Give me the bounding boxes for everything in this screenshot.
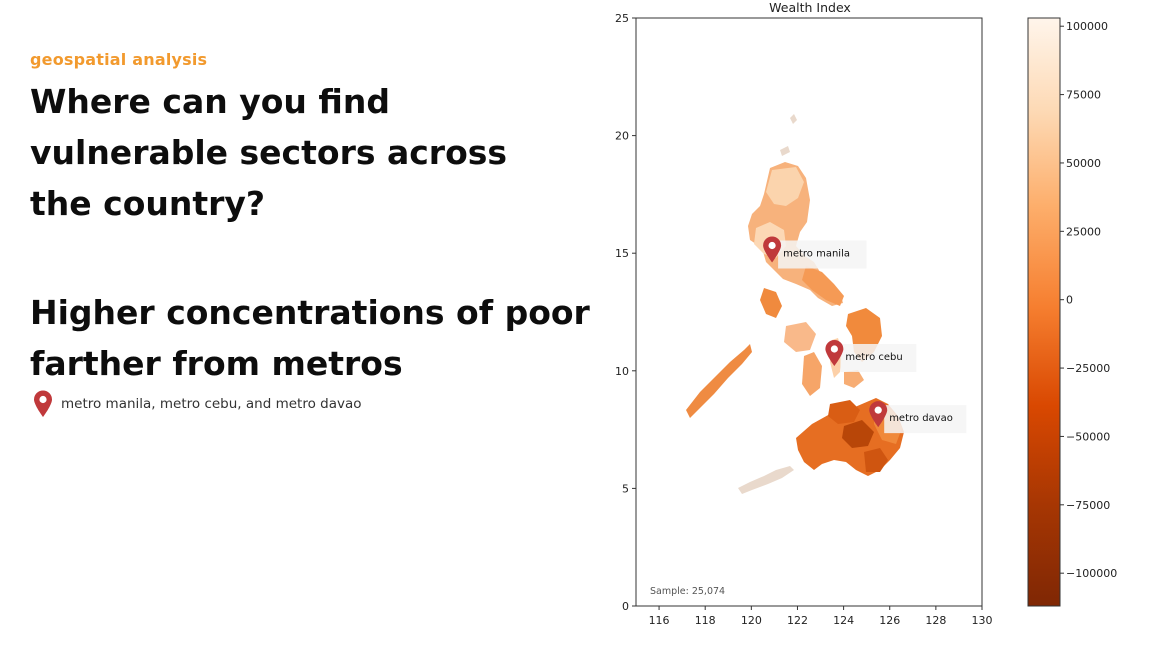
island-batanes [790, 114, 797, 124]
colorbar-tick-label: 0 [1066, 294, 1073, 307]
island-bicol [802, 266, 844, 306]
x-tick-label: 128 [925, 614, 946, 627]
island-mindanao-north [828, 400, 860, 424]
map-pin-icon [763, 236, 782, 263]
map-pin-icon [34, 390, 52, 417]
metro-marker-label: metro davao [889, 413, 953, 424]
metro-marker: metro manila [763, 236, 867, 269]
question-line: vulnerable sectors across [30, 133, 508, 172]
island-mindanao-south [864, 448, 888, 472]
metro-marker-label: metro manila [783, 248, 850, 259]
plot-area [635, 17, 983, 607]
question-line: the country? [30, 184, 266, 223]
x-tick-label: 118 [695, 614, 716, 627]
wealth-map-figure: Wealth Index 116 118 120 122 124 126 128 130 0 5… [600, 0, 1151, 643]
sample-size-label: Sample: 25,074 [650, 586, 725, 597]
x-tick-label: 120 [741, 614, 762, 627]
eyebrow-label: geospatial analysis [30, 50, 208, 69]
x-tick-label: 122 [787, 614, 808, 627]
y-axis: 0 5 10 15 20 25 [615, 12, 636, 613]
finding-line: farther from metros [30, 344, 403, 383]
y-tick-label: 10 [615, 365, 629, 378]
metro-markers: metro manila metro cebu metro davao [763, 236, 967, 434]
metro-marker-label-box [840, 343, 917, 372]
colorbar-tick-label: −25000 [1066, 362, 1110, 375]
metro-marker: metro davao [869, 401, 967, 434]
metro-marker-label-box [884, 405, 967, 434]
metro-legend-text: metro manila, metro cebu, and metro dava… [61, 396, 362, 412]
x-tick-label: 130 [972, 614, 993, 627]
island-babuyan [780, 146, 790, 156]
finding-line: Higher concentrations of poor [30, 293, 590, 332]
question-line: Where can you find [30, 82, 390, 121]
island-bohol [844, 370, 864, 388]
colorbar [1027, 17, 1061, 607]
x-tick-label: 116 [649, 614, 670, 627]
colorbar-ticks: 100000 75000 50000 25000 0 −25000 −50000 −75000… [1060, 20, 1117, 580]
y-tick-label: 0 [622, 600, 629, 613]
y-tick-label: 5 [622, 482, 629, 495]
map-pin-dot [830, 345, 838, 353]
metro-marker-label-box [778, 240, 867, 269]
island-sulu [738, 466, 794, 494]
colorbar-tick-label: 75000 [1066, 89, 1101, 102]
metro-legend: metro manila, metro cebu, and metro dava… [33, 390, 362, 418]
metro-marker-label: metro cebu [845, 352, 902, 363]
x-axis: 116 118 120 122 124 126 128 130 [649, 606, 993, 627]
island-luzon-north [766, 167, 804, 206]
map-pin-icon [869, 401, 888, 428]
finding-heading: Higher concentrations of poor farther fr… [30, 287, 590, 389]
map-pin-dot [874, 406, 882, 414]
colorbar-tick-label: 50000 [1066, 157, 1101, 170]
colorbar-tick-label: 100000 [1066, 20, 1108, 33]
map-title: Wealth Index [769, 0, 851, 15]
x-tick-label: 126 [879, 614, 900, 627]
island-mindoro [760, 288, 782, 318]
x-tick-label: 124 [833, 614, 854, 627]
island-palawan [686, 344, 752, 418]
metro-marker: metro cebu [825, 339, 917, 372]
island-mindanao-central [842, 420, 874, 448]
island-negros [802, 352, 822, 396]
wealth-map-svg: Wealth Index 116 118 120 122 124 126 128 130 0 5… [615, 0, 1117, 627]
question-heading: Where can you find vulnerable sectors ac… [30, 76, 520, 229]
colorbar-tick-label: −100000 [1066, 567, 1117, 580]
map-pin-dot [768, 241, 776, 250]
island-panay [784, 322, 816, 352]
y-tick-label: 20 [615, 130, 629, 143]
colorbar-tick-label: 25000 [1066, 225, 1101, 238]
map-pin-icon [825, 339, 844, 366]
y-tick-label: 15 [615, 247, 629, 260]
colorbar-tick-label: −50000 [1066, 430, 1110, 443]
colorbar-tick-label: −75000 [1066, 499, 1110, 512]
y-tick-label: 25 [615, 12, 629, 25]
